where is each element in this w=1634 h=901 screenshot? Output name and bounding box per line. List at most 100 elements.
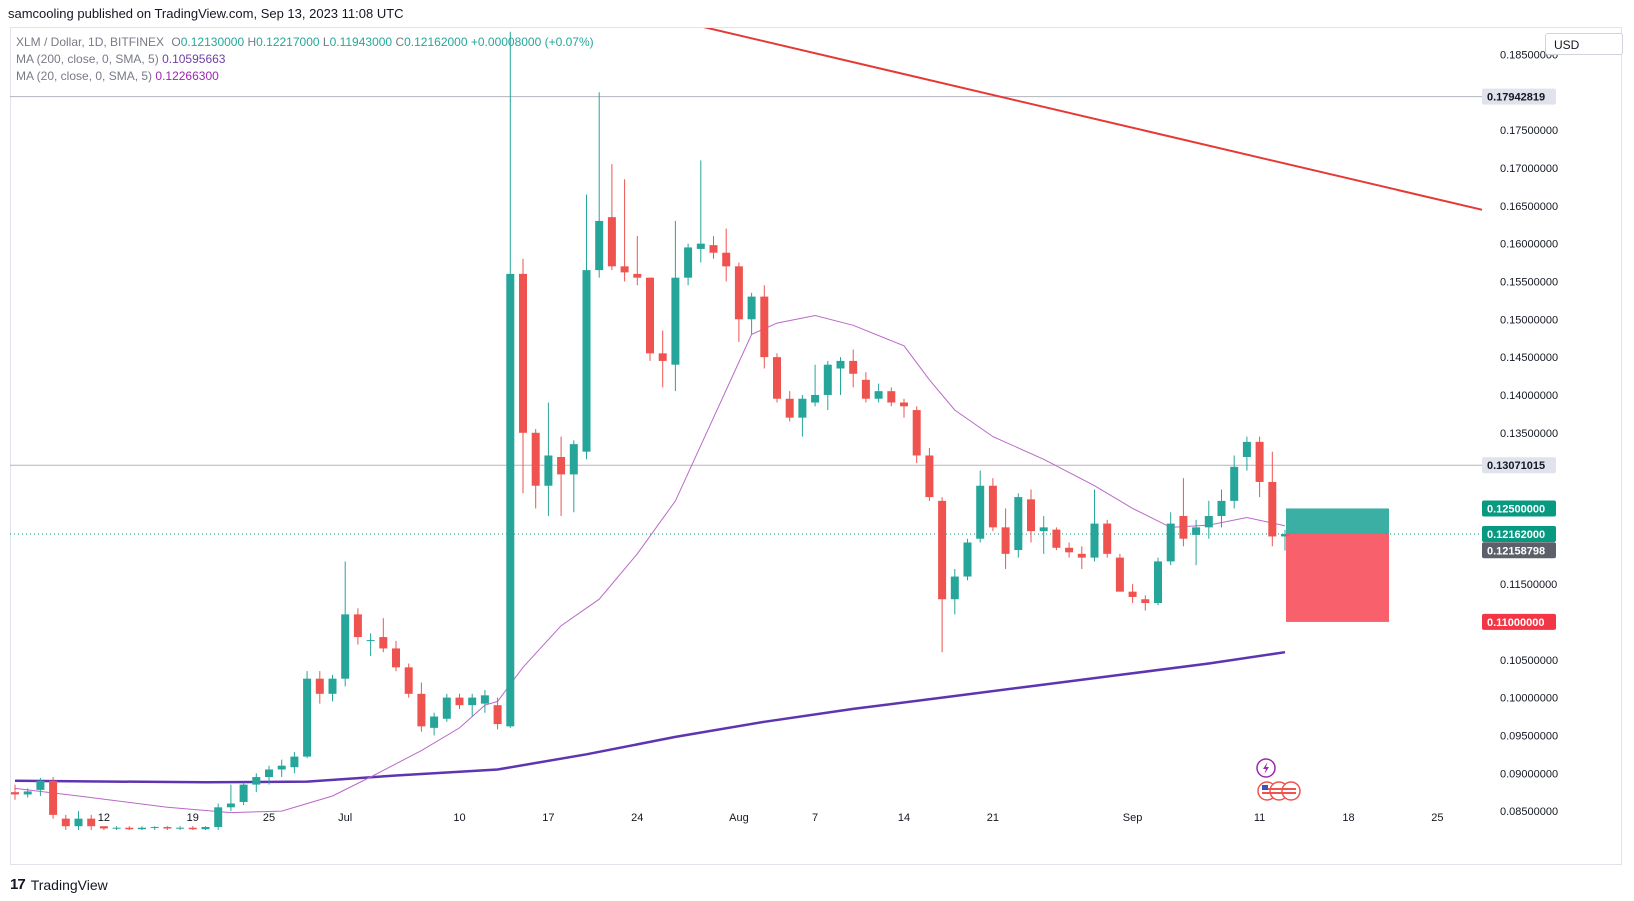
footer-brand[interactable]: 17 TradingView bbox=[10, 876, 108, 893]
candle bbox=[912, 406, 921, 464]
candle bbox=[671, 220, 680, 392]
candle bbox=[417, 682, 426, 732]
candle-body bbox=[1103, 523, 1112, 554]
position-tool[interactable] bbox=[1286, 508, 1389, 622]
us-flag-events-icon[interactable] bbox=[1257, 781, 1301, 801]
y-tick-label: 0.14500000 bbox=[1500, 352, 1558, 364]
candle-body bbox=[1281, 534, 1289, 537]
ma20-row[interactable]: MA (20, close, 0, SMA, 5) 0.12266300 bbox=[16, 68, 594, 85]
target-zone[interactable] bbox=[1286, 508, 1389, 535]
candle-body bbox=[836, 360, 845, 369]
price-tag-bg bbox=[1482, 542, 1556, 559]
candle bbox=[36, 777, 45, 796]
y-tick-label: 0.09000000 bbox=[1500, 768, 1558, 780]
candle bbox=[353, 608, 362, 645]
candle bbox=[303, 671, 312, 759]
close-label: C bbox=[395, 35, 405, 49]
candle-body bbox=[163, 826, 172, 829]
candle bbox=[557, 436, 566, 517]
candle bbox=[138, 826, 146, 830]
candle-body bbox=[150, 826, 159, 828]
event-icons[interactable] bbox=[1256, 758, 1301, 801]
trendline-layer[interactable] bbox=[675, 20, 1513, 217]
price-tag: 0.12500000 bbox=[1482, 500, 1556, 517]
tradingview-logo-icon: 17 bbox=[10, 876, 26, 893]
x-tick-label: Aug bbox=[729, 812, 749, 824]
candle-body bbox=[811, 394, 820, 403]
y-tick-label: 0.16500000 bbox=[1500, 201, 1558, 213]
candle bbox=[1001, 508, 1010, 569]
candle bbox=[950, 568, 959, 615]
candle-body bbox=[239, 784, 248, 803]
candle-body bbox=[1255, 441, 1264, 482]
stop-zone[interactable] bbox=[1286, 534, 1389, 622]
candle bbox=[455, 693, 464, 709]
candle bbox=[315, 671, 324, 704]
price-tag: 0.13071015 bbox=[1482, 457, 1556, 474]
y-tick-label: 0.17500000 bbox=[1500, 125, 1558, 137]
candle-body bbox=[646, 277, 654, 354]
candle-body bbox=[1128, 591, 1137, 597]
candle bbox=[646, 277, 654, 361]
price-tag: 0.17942819 bbox=[1482, 88, 1556, 105]
ma20-line bbox=[14, 314, 1286, 814]
y-tick-label: 0.09500000 bbox=[1500, 730, 1558, 742]
candle-body bbox=[87, 818, 96, 827]
candle-body bbox=[557, 456, 566, 475]
open-value: 0.12130000 bbox=[180, 35, 245, 49]
y-tick-label: 0.14000000 bbox=[1500, 390, 1558, 402]
candle bbox=[874, 383, 883, 403]
x-tick-label: 10 bbox=[453, 812, 465, 824]
candle-body bbox=[963, 542, 972, 577]
candle bbox=[531, 429, 540, 509]
candle bbox=[11, 784, 19, 800]
price-tag-label: 0.13071015 bbox=[1487, 460, 1545, 472]
price-axis[interactable]: 0.18500000 0.17500000 0.17000000 0.16500000… bbox=[1482, 49, 1558, 818]
candle-body bbox=[74, 818, 83, 827]
candle bbox=[798, 394, 807, 437]
candle bbox=[379, 618, 388, 653]
y-tick-label: 0.16000000 bbox=[1500, 239, 1558, 251]
candle-body bbox=[734, 266, 743, 320]
y-tick-label: 0.13500000 bbox=[1500, 428, 1558, 440]
candle bbox=[1268, 451, 1277, 547]
candle-body bbox=[366, 640, 375, 642]
candle bbox=[226, 784, 235, 812]
candle bbox=[290, 752, 299, 774]
chart-legend: XLM / Dollar, 1D, BITFINEX O0.12130000 H… bbox=[16, 34, 594, 85]
candle bbox=[836, 357, 845, 395]
candle bbox=[849, 349, 858, 388]
candle-body bbox=[773, 357, 781, 399]
candle bbox=[125, 826, 134, 830]
ohlc-row: XLM / Dollar, 1D, BITFINEX O0.12130000 H… bbox=[16, 34, 594, 51]
currency-selector[interactable]: USD bbox=[1545, 33, 1623, 55]
change-value: +0.00008000 (+0.07%) bbox=[470, 35, 594, 49]
resistance-trendline[interactable] bbox=[675, 20, 1513, 217]
candle bbox=[201, 826, 210, 830]
candle-body bbox=[582, 270, 591, 452]
candle-body bbox=[658, 353, 667, 361]
candle-body bbox=[1217, 500, 1226, 517]
candle-body bbox=[188, 827, 197, 830]
ma200-value: 0.10595663 bbox=[162, 52, 226, 66]
ma200-row[interactable]: MA (200, close, 0, SMA, 5) 0.10595663 bbox=[16, 51, 594, 68]
candle bbox=[988, 478, 997, 532]
candle-body bbox=[887, 391, 896, 403]
candle-body bbox=[1141, 599, 1150, 604]
time-axis[interactable]: 12 19 25 Jul 10 17 24 Aug 7 14 21 Sep 11 18 25 bbox=[98, 812, 1444, 824]
candle-body bbox=[11, 792, 19, 795]
candle-body bbox=[633, 273, 642, 278]
y-tick-label: 0.18500000 bbox=[1500, 49, 1558, 61]
x-tick-label: 18 bbox=[1342, 812, 1354, 824]
candle-body bbox=[480, 695, 489, 704]
candle-body bbox=[785, 398, 794, 418]
symbol-label[interactable]: XLM / Dollar, 1D, BITFINEX bbox=[16, 35, 165, 49]
lightning-icon[interactable] bbox=[1256, 758, 1276, 778]
candle bbox=[49, 777, 58, 819]
candle bbox=[544, 402, 553, 517]
candle-body bbox=[607, 217, 616, 267]
candle-body bbox=[823, 364, 832, 395]
candle-body bbox=[1090, 523, 1099, 558]
candle bbox=[1065, 542, 1074, 558]
